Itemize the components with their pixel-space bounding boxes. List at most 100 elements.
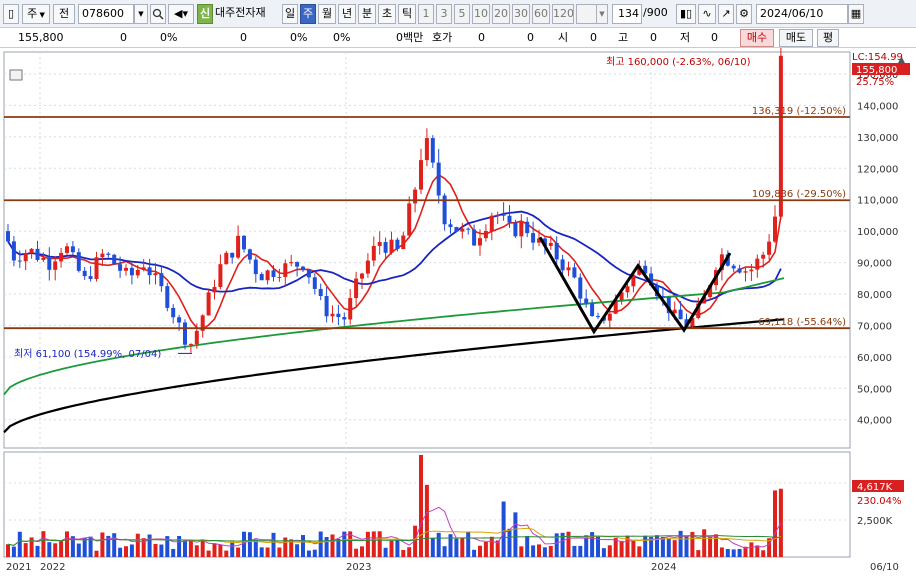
stock-chart[interactable]: 136,319 (-12.50%) 109,836 (-29.50%) 69,118… bbox=[0, 48, 916, 576]
period-month[interactable]: 월 bbox=[318, 4, 336, 24]
period-second[interactable]: 초 bbox=[378, 4, 396, 24]
candle-body bbox=[596, 316, 600, 318]
volume-bar bbox=[165, 536, 170, 557]
candle-body bbox=[466, 228, 471, 230]
volume-bar bbox=[743, 546, 748, 557]
open-label: 시 bbox=[558, 31, 569, 44]
volume-bar bbox=[194, 545, 199, 557]
speaker-icon[interactable]: ◀▾ bbox=[168, 4, 194, 24]
volume-bar bbox=[383, 547, 388, 557]
volume-bar bbox=[70, 536, 75, 557]
candle-body bbox=[82, 270, 87, 277]
candle-body bbox=[489, 215, 494, 232]
volume-bar bbox=[218, 544, 223, 557]
candle-body bbox=[360, 273, 364, 279]
candle-body bbox=[342, 317, 347, 320]
avg-button[interactable]: 평 bbox=[817, 29, 839, 47]
candle-body bbox=[407, 203, 412, 236]
candle-body bbox=[448, 224, 453, 228]
candle-body bbox=[419, 160, 423, 190]
level-label: 109,836 (-29.50%) bbox=[752, 189, 846, 200]
candle-body bbox=[200, 315, 205, 331]
volume-bar bbox=[678, 530, 683, 557]
interval-120[interactable]: 120 bbox=[552, 4, 574, 24]
candle-body bbox=[478, 238, 482, 246]
candle-body bbox=[301, 266, 305, 270]
volume-bar bbox=[283, 537, 288, 557]
last-price-label: 155,800 bbox=[856, 65, 897, 76]
low-label: 저 bbox=[680, 31, 691, 44]
candle-body bbox=[88, 276, 93, 279]
interval-5[interactable]: 5 bbox=[454, 4, 470, 24]
volume-bar bbox=[578, 545, 583, 557]
volume-bar bbox=[47, 542, 52, 557]
volume-bar bbox=[88, 536, 93, 557]
period-year[interactable]: 년 bbox=[338, 4, 356, 24]
code-dropdown-icon[interactable]: ▼ bbox=[134, 4, 148, 24]
last-volume-label: 4,617K bbox=[857, 482, 893, 493]
panel-menu-icon[interactable] bbox=[9, 69, 23, 81]
search-icon[interactable] bbox=[150, 4, 166, 24]
candle-body bbox=[365, 260, 370, 274]
candle-body bbox=[129, 267, 134, 276]
candle-body bbox=[483, 231, 488, 239]
prev-button[interactable]: 전 bbox=[53, 4, 75, 24]
candle-body bbox=[519, 221, 524, 237]
interval-1[interactable]: 1 bbox=[418, 4, 434, 24]
interval-20[interactable]: 20 bbox=[492, 4, 510, 24]
candle-body bbox=[631, 274, 636, 287]
volume-ma-5-line bbox=[7, 506, 782, 549]
buy-button[interactable]: 매수 bbox=[740, 29, 774, 47]
candle-type-icon[interactable]: ▮▯ bbox=[676, 4, 696, 24]
chart-canvas[interactable]: 136,319 (-12.50%) 109,836 (-29.50%) 69,118… bbox=[0, 48, 916, 576]
volume-bar bbox=[35, 545, 40, 557]
candle-body bbox=[17, 260, 22, 262]
candle-body bbox=[35, 248, 40, 260]
date-input[interactable]: 2024/06/10 bbox=[756, 4, 848, 24]
market-select[interactable]: 주 ▼ bbox=[22, 4, 50, 24]
candle-body bbox=[572, 267, 577, 278]
candle-body bbox=[696, 303, 701, 318]
period-minute[interactable]: 분 bbox=[358, 4, 376, 24]
period-week[interactable]: 주 bbox=[300, 4, 316, 24]
interval-30[interactable]: 30 bbox=[512, 4, 530, 24]
calendar-icon[interactable]: ▦ bbox=[848, 4, 864, 24]
candle-body bbox=[619, 292, 624, 300]
view-count-input[interactable]: 134 bbox=[612, 4, 642, 24]
volume-bar bbox=[466, 531, 471, 557]
stock-code-input[interactable]: 078600 bbox=[78, 4, 134, 24]
volume-bar bbox=[607, 545, 612, 557]
candle-body bbox=[649, 273, 654, 286]
new-badge[interactable]: 신 bbox=[197, 4, 213, 24]
candle-body bbox=[442, 195, 447, 225]
draw-tool-icon[interactable]: ↗ bbox=[718, 4, 734, 24]
candle-body bbox=[70, 246, 75, 253]
volume-bar bbox=[106, 535, 111, 557]
price-tick-label: 50,000 bbox=[857, 384, 892, 395]
chevron-down-icon: ▼ bbox=[37, 11, 45, 19]
chart-settings-icon[interactable]: ▯ bbox=[3, 4, 19, 24]
volume-bar bbox=[360, 546, 364, 557]
interval-60[interactable]: 60 bbox=[532, 4, 550, 24]
candle-body bbox=[247, 249, 252, 260]
volume-bar bbox=[147, 534, 152, 557]
volume-bar bbox=[177, 535, 182, 557]
interval-dropdown-icon[interactable]: ▼ bbox=[596, 4, 608, 24]
interval-10[interactable]: 10 bbox=[472, 4, 490, 24]
volume-bar bbox=[29, 537, 34, 557]
candle-body bbox=[377, 242, 382, 246]
period-day[interactable]: 일 bbox=[282, 4, 298, 24]
indicator-icon[interactable]: ∿ bbox=[698, 4, 716, 24]
candle-body bbox=[306, 269, 311, 278]
gear-icon[interactable]: ⚙ bbox=[736, 4, 752, 24]
interval-3[interactable]: 3 bbox=[436, 4, 452, 24]
scroll-arrow-icon[interactable]: ▲ bbox=[898, 55, 905, 65]
volume-bar bbox=[625, 535, 630, 557]
candle-body bbox=[253, 259, 258, 275]
stock-name: 대주전자재 bbox=[215, 6, 266, 19]
view-total: /900 bbox=[643, 6, 668, 19]
candle-body bbox=[94, 257, 99, 279]
volume-bar bbox=[324, 537, 329, 557]
sell-button[interactable]: 매도 bbox=[779, 29, 813, 47]
period-tick[interactable]: 틱 bbox=[398, 4, 416, 24]
